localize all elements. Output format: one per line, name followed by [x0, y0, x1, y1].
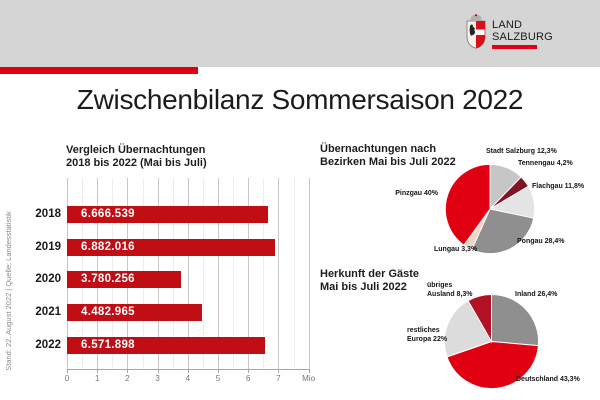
gridline-minor: [202, 178, 204, 369]
pie-label-pongau: Pongau 28,4%: [517, 238, 565, 245]
pie-label-restliches-europa: restliches Europa 22%: [407, 327, 448, 343]
header-band: [0, 0, 600, 67]
axis-tick: [218, 369, 219, 373]
gridline-minor: [233, 178, 235, 369]
axis-tick-label: 4: [185, 374, 191, 383]
logo-red-underline: [492, 45, 537, 49]
axis-tick-label: 2: [125, 374, 130, 383]
gridline-minor: [293, 178, 295, 369]
axis-tick: [157, 369, 159, 373]
land-salzburg-logo: LAND SALZBURG: [466, 13, 553, 51]
gridline: [248, 178, 250, 369]
pie-label-lungau: Lungau 3,3%: [434, 246, 478, 253]
axis-tick-label: 7: [276, 374, 281, 383]
pie-slice-pinzgau: [444, 163, 491, 246]
axis-tick: [308, 369, 310, 373]
axis-tick-label: 1: [94, 374, 100, 383]
gridline: [278, 178, 280, 369]
pie-slice-pongau: [471, 208, 535, 255]
pie-slice-inland: [491, 293, 540, 347]
year-label: 2018: [35, 208, 61, 220]
pie1-title-line2: Bezirken Mai bis Juli 2022: [320, 156, 456, 168]
pie-label-inland: Inland 26,4%: [515, 291, 558, 298]
pie-label-uebriges-ausland: übriges Ausland 8,3%: [427, 282, 473, 298]
gridline: [218, 178, 219, 369]
page-title: Zwischenbilanz Sommersaison 2022: [76, 84, 524, 115]
axis-tick: [127, 369, 129, 373]
bar-2022: 6.571.898: [67, 336, 266, 354]
pie1-title: Übernachtungen nach Bezirken Mai bis Jul…: [320, 143, 456, 169]
pie-label-flachgau: Flachgau 11,8%: [532, 183, 585, 190]
pie-slice-restliches-europa: [443, 300, 493, 358]
year-label: 2019: [35, 240, 61, 253]
gridline-minor: [263, 178, 265, 369]
axis-tick-label: 5: [215, 374, 221, 383]
year-label: 2020: [35, 273, 61, 286]
axis-tick-label: 6: [245, 374, 251, 383]
pie-chart-bezirke: [444, 163, 536, 255]
pie-label-tennengau: Tennengau 4,2%: [518, 160, 573, 167]
logo-text-line2: SALZBURG: [492, 31, 553, 43]
pie-slice--briges-ausland: [467, 293, 492, 344]
year-label: 2022: [35, 338, 61, 351]
logo-text-line1: LAND: [492, 19, 523, 31]
pie2-title: Herkunft der Gäste Mai bis Juli 2022: [320, 268, 419, 294]
bar-2018: 6.666.539: [67, 206, 269, 223]
axis-tick: [97, 369, 99, 373]
salzburg-coat-of-arms-icon: [466, 14, 486, 49]
axis-tick-label: Mio: [302, 374, 316, 383]
gridline: [187, 178, 189, 369]
pie-slice-deutschland: [446, 341, 539, 389]
pie2-title-line2: Mai bis Juli 2022: [320, 281, 407, 293]
axis-tick: [187, 369, 189, 373]
axis-tick: [278, 369, 280, 373]
bar-chart-title: Vergleich Übernachtungen 2018 bis 2022 (…: [66, 144, 207, 170]
axis-tick: [67, 369, 68, 373]
pie-svg: [443, 293, 540, 389]
bar-2020: 3.780.256: [67, 271, 182, 289]
pie1-title-line1: Übernachtungen nach: [320, 143, 437, 155]
source-note: Stand: 22. August 2022 | Quelle: Landess…: [4, 211, 13, 371]
bar-chart-plot: 0 1 2 3 4 5 6 7 Mio 2018 6.666.539 2019 6.882.016 202…: [35, 178, 315, 383]
pie-chart-herkunft: [443, 293, 540, 390]
pie-label-deutschland: Deutschland 43,3%: [516, 376, 580, 383]
bar-chart-title-line1: Vergleich Übernachtungen: [66, 144, 206, 156]
bar-2021: 4.482.965: [67, 304, 203, 321]
bar-2019: 6.882.016: [67, 238, 275, 256]
pie2-title-line1: Herkunft der Gäste: [320, 268, 420, 280]
accent-stripe: [0, 67, 198, 74]
pie-label-stadt-salzburg: Stadt Salzburg 12,3%: [486, 148, 557, 155]
bar-chart-title-line2: 2018 bis 2022 (Mai bis Juli): [66, 157, 207, 169]
gridline: [308, 178, 310, 369]
axis-tick-label: 3: [155, 374, 160, 383]
pie-svg: [444, 163, 536, 255]
axis-tick: [248, 369, 250, 373]
axis-tick-label: 0: [64, 374, 70, 383]
pie-label-pinzgau: Pinzgau 40%: [395, 190, 438, 197]
year-label: 2021: [35, 306, 61, 318]
